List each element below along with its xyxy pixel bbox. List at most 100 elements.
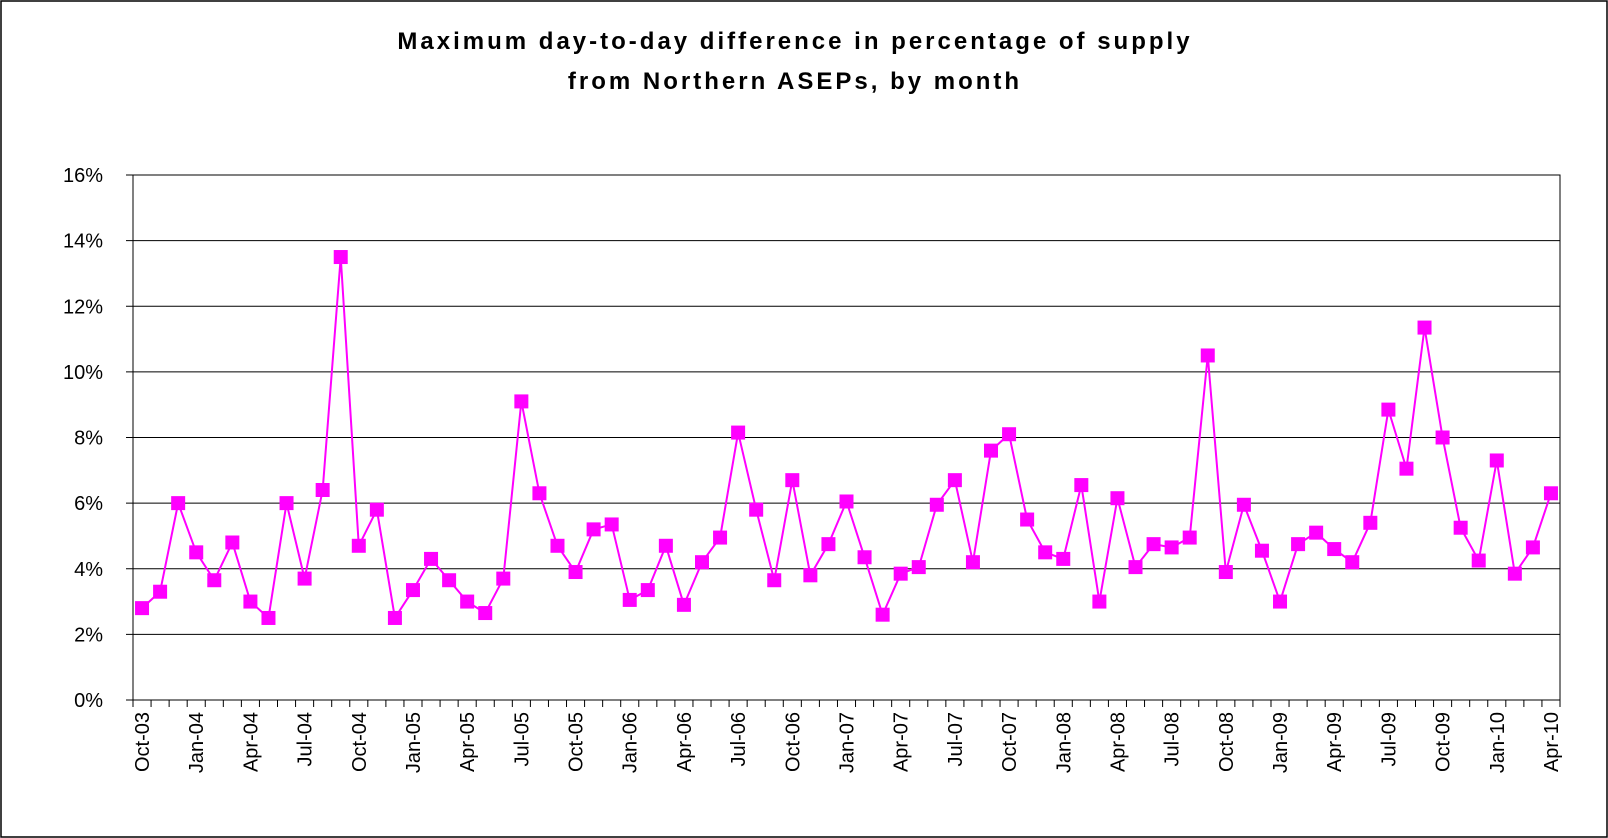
marker bbox=[1218, 565, 1233, 580]
marker bbox=[333, 250, 348, 265]
marker bbox=[1417, 320, 1432, 335]
marker bbox=[767, 573, 782, 588]
marker bbox=[839, 494, 854, 509]
marker bbox=[171, 496, 186, 511]
marker bbox=[1327, 542, 1342, 557]
marker bbox=[1254, 543, 1269, 558]
marker bbox=[893, 566, 908, 581]
marker bbox=[424, 551, 439, 566]
marker bbox=[731, 425, 746, 440]
marker bbox=[153, 584, 168, 599]
x-tick-label: Jan-09 bbox=[1270, 712, 1292, 773]
marker bbox=[1489, 453, 1504, 468]
x-tick-label: Jan-05 bbox=[403, 712, 425, 773]
marker bbox=[207, 573, 222, 588]
marker bbox=[297, 571, 312, 586]
x-tick-label: Apr-04 bbox=[240, 712, 262, 772]
y-tick-label: 14% bbox=[63, 231, 103, 253]
marker bbox=[1164, 540, 1179, 555]
x-tick-label: Apr-10 bbox=[1541, 712, 1563, 772]
marker bbox=[857, 550, 872, 565]
marker bbox=[1074, 478, 1089, 493]
x-tick-label: Jan-04 bbox=[186, 712, 208, 773]
y-tick-label: 16% bbox=[63, 165, 103, 187]
marker bbox=[225, 535, 240, 550]
marker bbox=[460, 594, 475, 609]
x-tick-label: Jan-07 bbox=[837, 712, 859, 773]
marker bbox=[965, 555, 980, 570]
marker bbox=[1056, 551, 1071, 566]
x-tick-label: Jan-06 bbox=[620, 712, 642, 773]
marker bbox=[1146, 537, 1161, 552]
marker bbox=[1453, 520, 1468, 535]
marker bbox=[1092, 594, 1107, 609]
marker bbox=[261, 610, 276, 625]
marker bbox=[1128, 560, 1143, 575]
marker bbox=[929, 497, 944, 512]
marker bbox=[1525, 540, 1540, 555]
marker bbox=[550, 538, 565, 553]
marker bbox=[821, 537, 836, 552]
x-tick-label: Jan-08 bbox=[1053, 712, 1075, 773]
marker bbox=[875, 607, 890, 622]
x-tick-label: Oct-08 bbox=[1216, 712, 1238, 772]
marker bbox=[1273, 594, 1288, 609]
marker bbox=[640, 583, 655, 598]
marker bbox=[676, 597, 691, 612]
x-tick-label: Jul-07 bbox=[945, 712, 967, 766]
x-tick-label: Jul-06 bbox=[728, 712, 750, 766]
marker bbox=[984, 443, 999, 458]
marker bbox=[532, 486, 547, 501]
x-tick-label: Oct-07 bbox=[999, 712, 1021, 772]
marker bbox=[785, 473, 800, 488]
marker bbox=[911, 560, 926, 575]
marker bbox=[135, 601, 150, 616]
x-tick-label: Apr-08 bbox=[1107, 712, 1129, 772]
chart-title: Maximum day-to-day difference in percent… bbox=[397, 28, 1192, 55]
y-tick-label: 4% bbox=[74, 559, 103, 581]
x-tick-label: Jan-10 bbox=[1487, 712, 1509, 773]
y-tick-label: 2% bbox=[74, 624, 103, 646]
marker bbox=[1435, 430, 1450, 445]
marker bbox=[622, 592, 637, 607]
marker bbox=[351, 538, 366, 553]
marker bbox=[1471, 553, 1486, 568]
marker bbox=[568, 565, 583, 580]
x-tick-label: Apr-06 bbox=[674, 712, 696, 772]
x-tick-label: Apr-05 bbox=[457, 712, 479, 772]
marker bbox=[1110, 491, 1125, 506]
y-tick-label: 12% bbox=[63, 296, 103, 318]
marker bbox=[496, 571, 511, 586]
marker bbox=[713, 530, 728, 545]
x-tick-label: Jul-09 bbox=[1378, 712, 1400, 766]
marker bbox=[243, 594, 258, 609]
y-tick-label: 10% bbox=[63, 362, 103, 384]
x-tick-label: Oct-09 bbox=[1433, 712, 1455, 772]
marker bbox=[658, 538, 673, 553]
x-tick-label: Oct-05 bbox=[566, 712, 588, 772]
marker bbox=[514, 394, 529, 409]
marker bbox=[1038, 545, 1053, 560]
marker bbox=[442, 573, 457, 588]
chart-title: from Northern ASEPs, by month bbox=[568, 68, 1022, 95]
marker bbox=[604, 517, 619, 532]
marker bbox=[947, 473, 962, 488]
x-tick-label: Jul-05 bbox=[511, 712, 533, 766]
marker bbox=[405, 583, 420, 598]
y-tick-label: 8% bbox=[74, 428, 103, 450]
x-tick-label: Jul-04 bbox=[295, 712, 317, 766]
y-tick-label: 0% bbox=[74, 690, 103, 712]
marker bbox=[279, 496, 294, 511]
marker bbox=[694, 555, 709, 570]
marker bbox=[1381, 402, 1396, 417]
plot-border bbox=[132, 174, 1561, 701]
marker bbox=[1182, 530, 1197, 545]
marker bbox=[1200, 348, 1215, 363]
marker bbox=[1020, 512, 1035, 527]
y-tick-label: 6% bbox=[74, 493, 103, 515]
marker bbox=[1002, 427, 1017, 442]
marker bbox=[1291, 537, 1306, 552]
x-tick-label: Jul-08 bbox=[1162, 712, 1184, 766]
x-tick-label: Apr-07 bbox=[891, 712, 913, 772]
marker bbox=[1399, 461, 1414, 476]
